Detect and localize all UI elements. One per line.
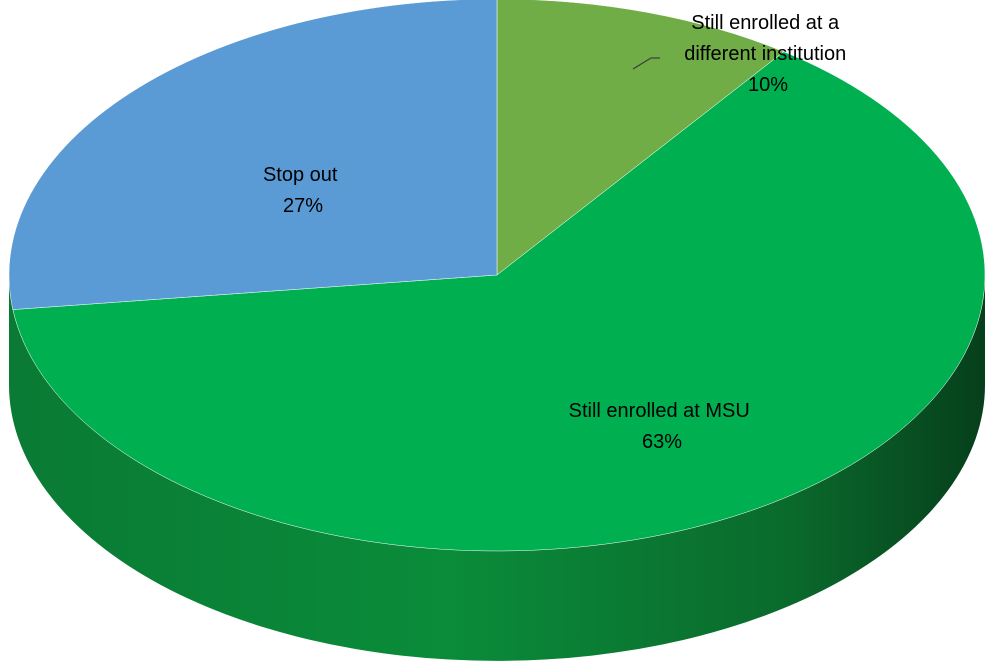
slice-label-different-institution: Still enrolled at a different institutio… [684, 12, 852, 96]
slice-label-line: different institution [684, 43, 846, 65]
slice-label-msu: Still enrolled at MSU 63% [569, 400, 756, 453]
pie-slice [8, 0, 498, 310]
slice-label-stop-out: Stop out 27% [263, 164, 343, 217]
pie-rim-side [9, 275, 985, 661]
pie-rim [9, 275, 985, 661]
pie-slice [496, 0, 785, 276]
slice-percent: 63% [642, 431, 682, 453]
pie-slice [12, 51, 986, 552]
slice-label-line: Still enrolled at MSU [569, 400, 750, 422]
slice-label-line: Stop out [263, 164, 338, 186]
slice-label-line: Still enrolled at a [691, 12, 840, 34]
pie-top [8, 0, 986, 552]
slice-percent: 10% [748, 74, 788, 96]
slice-percent: 27% [283, 195, 323, 217]
leader-line [632, 57, 660, 70]
pie-labels: Still enrolled at a different institutio… [263, 12, 852, 453]
